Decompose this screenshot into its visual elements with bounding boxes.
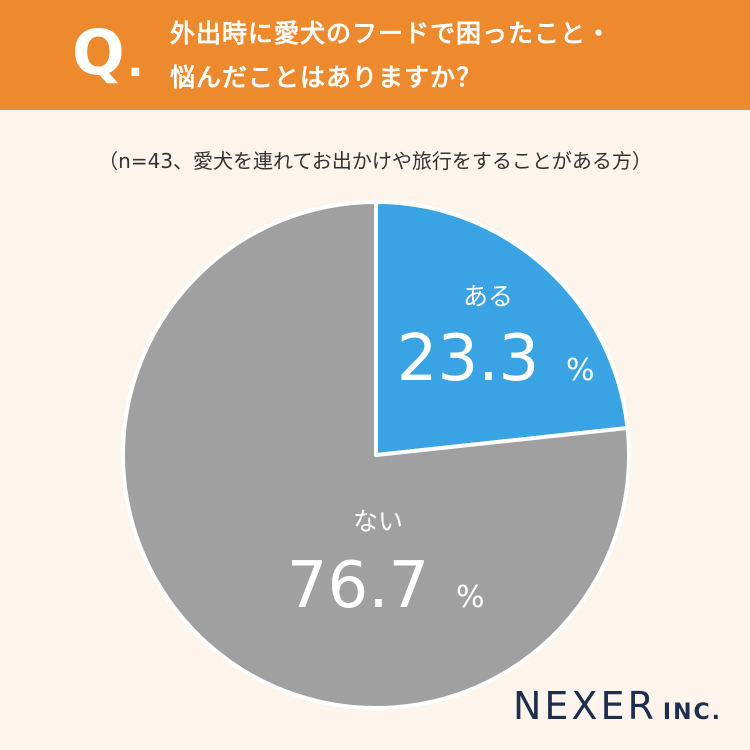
question-line-2: 悩んだことはありますか？	[170, 63, 483, 92]
slice-value-1: 23.3	[397, 322, 540, 396]
slice-value-2: 76.7	[287, 549, 430, 623]
pie-slice-1	[374, 200, 630, 457]
slice-label-2: ない	[353, 507, 403, 536]
slice-label-1: ある	[463, 282, 513, 311]
sample-note: （n=43、愛犬を連れてお出かけや旅行をすることがある方）	[98, 149, 652, 173]
q-letter: Q	[72, 16, 125, 89]
q-dot: .	[127, 36, 144, 87]
slice-unit-1: %	[566, 353, 595, 388]
logo-sub: INC.	[662, 700, 722, 725]
pie-labels: ある 23.3 % ない 76.7%	[287, 282, 595, 623]
logo-main: NEXER	[513, 684, 657, 728]
company-logo: NEXER INC.	[513, 686, 722, 733]
pie-slice-2	[121, 200, 631, 710]
question-line-1: 外出時に愛犬のフードで困ったこと・	[170, 19, 613, 48]
slice-unit-2: %	[456, 580, 485, 615]
pie-slices	[121, 200, 631, 710]
question-header: Q . 外出時に愛犬のフードで困ったこと・ 悩んだことはありますか？	[0, 0, 750, 110]
